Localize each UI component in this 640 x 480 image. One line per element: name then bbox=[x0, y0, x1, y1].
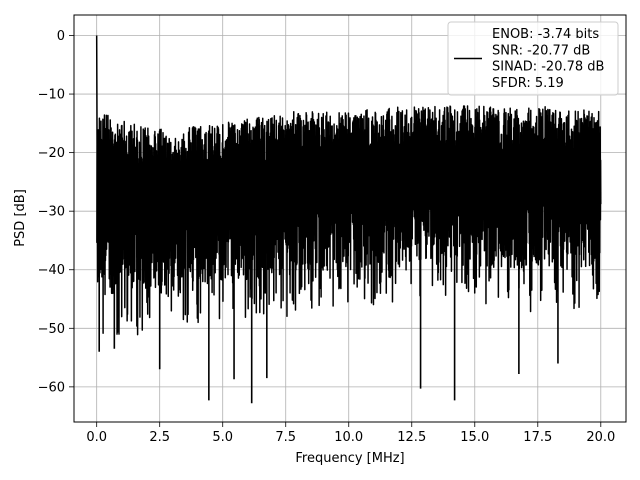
y-axis-label: PSD [dB] bbox=[13, 189, 28, 247]
y-tick-label: −40 bbox=[38, 263, 65, 278]
x-tick-label: 15.0 bbox=[460, 430, 489, 445]
x-tick-label: 10.0 bbox=[334, 430, 363, 445]
y-tick-label: 0 bbox=[57, 29, 65, 44]
x-tick-label: 2.5 bbox=[149, 430, 170, 445]
x-tick-label: 7.5 bbox=[275, 430, 296, 445]
x-tick-label: 0.0 bbox=[86, 430, 107, 445]
x-axis: 0.0 2.5 5.0 7.5 10.0 12.5 15.0 17.5 20.0 bbox=[86, 422, 615, 445]
y-tick-label: −20 bbox=[38, 146, 65, 161]
x-tick-label: 17.5 bbox=[523, 430, 552, 445]
legend-box bbox=[447, 21, 619, 96]
y-tick-label: −10 bbox=[38, 88, 65, 103]
y-tick-label: −60 bbox=[38, 380, 65, 395]
x-axis-label: Frequency [MHz] bbox=[295, 451, 404, 466]
y-tick-label: −50 bbox=[38, 322, 65, 337]
legend: ENOB: -3.74 bits SNR: -20.77 dB SINAD: -20… bbox=[447, 21, 619, 96]
y-tick-label: −30 bbox=[38, 205, 65, 220]
legend-entry: ENOB: -3.74 bits SNR: -20.77 dB SINAD: -20… bbox=[492, 27, 604, 91]
x-tick-label: 20.0 bbox=[586, 430, 615, 445]
y-axis: 0 −10 −20 −30 −40 −50 −60 bbox=[38, 29, 74, 395]
x-tick-label: 5.0 bbox=[212, 430, 233, 445]
series-layer bbox=[95, 35, 602, 404]
plot-frame bbox=[73, 14, 627, 423]
x-tick-label: 12.5 bbox=[397, 430, 426, 445]
psd-series-line bbox=[95, 35, 602, 336]
